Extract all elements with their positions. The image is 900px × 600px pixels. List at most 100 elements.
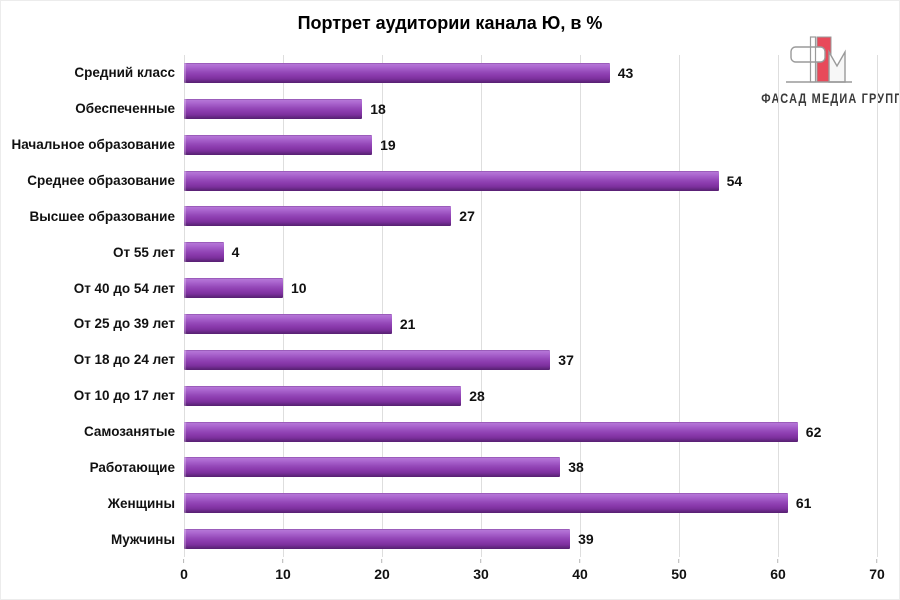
value-label: 38 <box>568 459 584 476</box>
bar-track: 19 <box>184 127 877 163</box>
x-tick-mark <box>282 559 284 563</box>
x-tick-label: 20 <box>374 566 390 582</box>
x-tick-mark <box>183 559 185 563</box>
value-label: 10 <box>291 280 307 297</box>
bar-row: Высшее образование 27 <box>9 198 877 234</box>
gridline <box>580 55 581 557</box>
value-label: 62 <box>805 423 822 440</box>
category-label: Среднее образование <box>27 173 175 188</box>
value-label: 37 <box>558 351 574 368</box>
gridline <box>283 55 284 557</box>
bar-track: 39 <box>184 521 877 557</box>
bar-track: 27 <box>184 198 877 234</box>
value-label: 27 <box>459 208 475 225</box>
value-label: 19 <box>380 136 396 153</box>
bar <box>184 170 719 191</box>
bar-track: 28 <box>184 378 877 414</box>
bar <box>184 421 798 442</box>
bar-track: 61 <box>184 485 877 521</box>
category-label: От 10 до 17 лет <box>73 388 175 404</box>
bar-row: Мужчины 39 <box>9 521 877 557</box>
x-tick-mark <box>678 559 680 563</box>
category-label: От 55 лет <box>113 244 175 260</box>
gridline <box>184 55 185 557</box>
logo: ФАСАД МЕДИА ГРУПП <box>745 28 900 106</box>
x-tick-mark <box>876 559 878 563</box>
category-label: От 25 до 39 лет <box>73 316 175 332</box>
x-tick-label: 40 <box>572 566 588 582</box>
gridlines <box>184 55 878 557</box>
bar-track: 62 <box>184 414 877 450</box>
plot-area: Средний класс 43 Обеспеченные 18 Начальное о… <box>9 55 878 557</box>
bar <box>184 529 571 550</box>
gridline <box>877 55 878 557</box>
bar-row: От 55 лет 4 <box>9 234 877 270</box>
bar-rows: Средний класс 43 Обеспеченные 18 Начальное о… <box>9 55 877 557</box>
bar <box>184 349 551 370</box>
x-tick: 40 <box>572 559 588 582</box>
x-tick: 20 <box>374 559 390 582</box>
x-tick-label: 30 <box>473 566 489 582</box>
bar-track: 43 <box>184 55 877 91</box>
logo-mark-icon <box>786 36 852 83</box>
bar <box>184 493 788 514</box>
logo-text: ФАСАД МЕДИА ГРУПП <box>761 90 900 106</box>
category-label: Начальное образование <box>11 137 175 153</box>
x-tick: 30 <box>473 559 489 582</box>
x-tick: 60 <box>770 559 786 582</box>
bar-row: Начальное образование 19 <box>9 127 877 163</box>
x-tick-label: 50 <box>671 566 687 582</box>
bar <box>184 134 373 155</box>
bar <box>184 457 561 478</box>
bar-row: Работающие 38 <box>9 449 877 485</box>
bar-track: 18 <box>184 91 877 127</box>
x-tick-mark <box>579 559 581 563</box>
category-label: Мужчины <box>111 531 175 547</box>
value-label: 28 <box>469 387 485 404</box>
bar-row: От 18 до 24 лет 37 <box>9 342 877 378</box>
x-tick-label: 0 <box>180 566 188 582</box>
x-tick: 70 <box>869 559 885 582</box>
bar <box>184 313 392 334</box>
category-label: Обеспеченные <box>75 101 175 117</box>
x-tick-mark <box>480 559 482 563</box>
value-label: 61 <box>795 495 812 512</box>
bar-row: Среднее образование 54 <box>9 163 877 199</box>
x-tick: 0 <box>180 559 188 582</box>
bar-row: От 25 до 39 лет 21 <box>9 306 877 342</box>
bar-track: 38 <box>184 449 877 485</box>
category-label: От 18 до 24 лет <box>73 352 175 368</box>
x-tick: 10 <box>275 559 291 582</box>
bar <box>184 385 462 406</box>
category-label: Высшее образование <box>29 208 175 224</box>
category-label: Самозанятые <box>83 424 175 440</box>
bar-track: 10 <box>184 270 877 306</box>
category-label: Женщины <box>107 495 175 511</box>
bar-row: Самозанятые 62 <box>9 414 877 450</box>
bar-row: От 10 до 17 лет 28 <box>9 378 877 414</box>
bar-row: От 40 до 54 лет 10 <box>9 270 877 306</box>
bar <box>184 242 224 263</box>
bar-track: 21 <box>184 306 877 342</box>
chart-title: Портрет аудитории канала Ю, в % <box>297 13 603 33</box>
bar <box>184 206 452 227</box>
category-label: Средний класс <box>74 65 175 81</box>
bar-track: 4 <box>184 234 877 270</box>
bar-row: Средний класс 43 <box>9 55 877 91</box>
x-tick-mark <box>381 559 383 563</box>
x-tick-label: 10 <box>275 566 291 582</box>
value-label: 21 <box>399 315 416 332</box>
bar-row: Женщины 61 <box>9 485 877 521</box>
value-label: 4 <box>231 244 240 261</box>
x-axis: 0 10 20 30 40 50 60 70 <box>180 559 885 593</box>
bar <box>184 278 283 299</box>
bar-track: 54 <box>184 163 877 199</box>
category-label: Работающие <box>89 459 175 475</box>
bar <box>184 98 363 119</box>
value-label: 54 <box>726 172 743 189</box>
category-label: От 40 до 54 лет <box>73 280 175 296</box>
bar <box>184 62 610 83</box>
gridline <box>778 55 779 557</box>
x-tick-label: 60 <box>770 566 786 582</box>
